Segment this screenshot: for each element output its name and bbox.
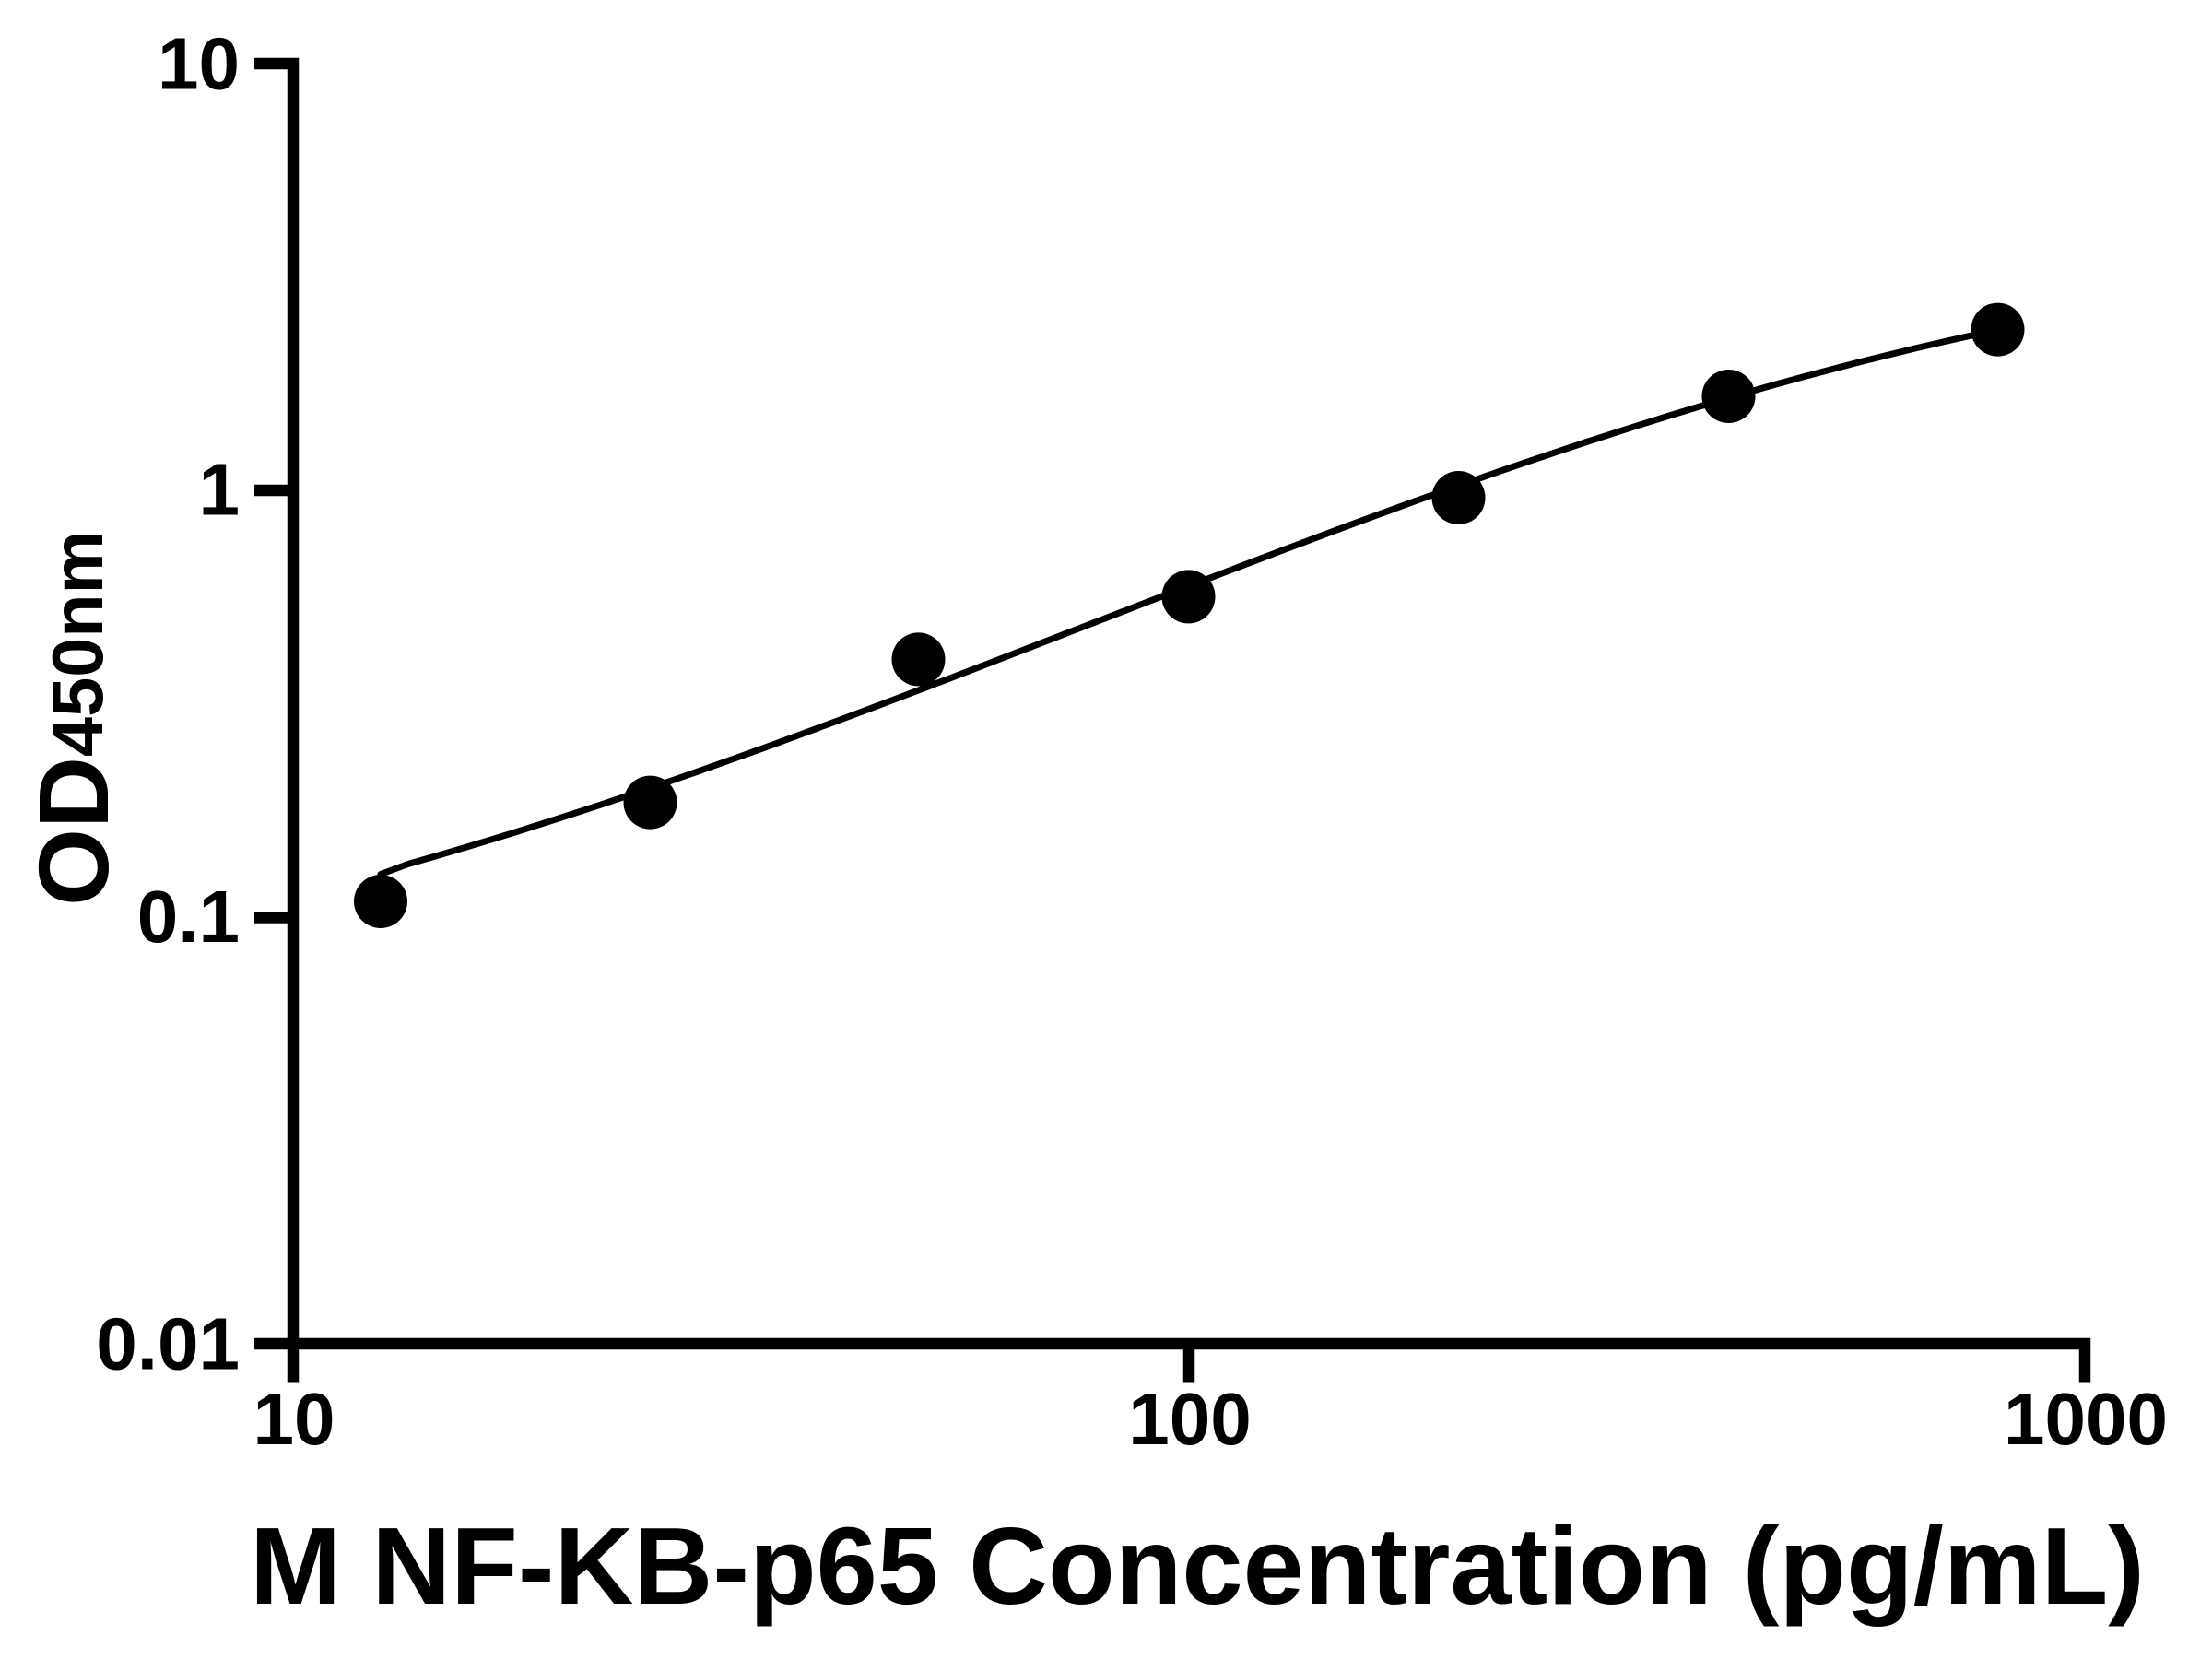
svg-text:0.01: 0.01 (96, 1303, 240, 1385)
svg-text:100: 100 (1128, 1378, 1251, 1460)
svg-text:0.1: 0.1 (137, 876, 240, 958)
svg-text:10: 10 (158, 23, 240, 105)
svg-text:1000: 1000 (2004, 1378, 2168, 1460)
svg-text:1: 1 (199, 449, 241, 531)
svg-text:M NF-KB-p65 Concentration (pg/: M NF-KB-p65 Concentration (pg/mL) (250, 1505, 2145, 1628)
svg-text:10: 10 (253, 1378, 335, 1460)
